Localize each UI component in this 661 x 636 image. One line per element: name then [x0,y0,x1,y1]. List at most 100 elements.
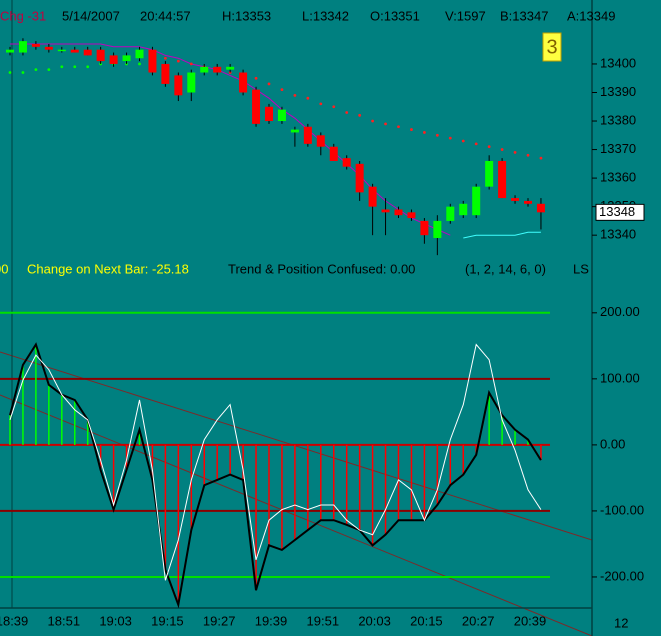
overlay-dot [526,153,530,157]
x-tick-label: 19:27 [203,613,236,628]
candle-body [368,186,377,207]
candle-body [485,160,494,187]
candle-body [446,206,455,221]
y-tick-label: 13340 [600,227,636,242]
indicator-text: Trend & Position Confused: 0.00 [228,261,415,276]
overlay-dot [267,82,271,86]
candle-body [239,72,248,93]
candle-body [31,43,40,47]
overlay-dot [435,133,439,137]
overlay-dot [306,96,310,100]
candle-body [498,160,507,199]
candle-body [187,72,196,93]
overlay-dot [448,136,452,140]
header-text: B:13347 [500,8,548,23]
plot-area [6,38,545,256]
candle-body [83,49,92,56]
indicator-text: (1, 2, 14, 6, 0) [465,261,546,276]
overlay-dot [539,156,543,160]
overlay-dot [487,145,491,149]
indicator-text: Change on Next Bar: -25.18 [27,261,189,276]
series-line [10,43,451,236]
overlay-dot [8,71,12,74]
header-text: 5/14/2007 [62,8,120,23]
candle-body [511,198,520,201]
overlay-dot [474,142,478,146]
candle-body [277,109,286,122]
badge-box [542,32,562,62]
y-tick-label: 100.00 [600,370,640,385]
candle-body [213,66,222,73]
overlay-dot [345,111,349,114]
header-text: Chg -31 [0,8,46,23]
overlay-dot [280,88,284,92]
candle-body [70,49,79,53]
overlay-dot [410,128,413,131]
overlay-dot [319,102,323,106]
candle-body [265,106,273,122]
candle-body [44,46,53,50]
candle-body [174,75,183,96]
overlay-dot [384,122,387,126]
last-price-label: 13348 [599,204,635,219]
candle-body [18,41,27,53]
candle-body [381,209,390,213]
overlay-dot [21,71,25,74]
candle-body [109,55,118,64]
candle-body [316,135,325,147]
y-tick-label: 13380 [600,112,636,127]
overlay-dot [397,125,400,129]
header-text: V:1597 [445,8,486,23]
header-text: L:13342 [302,8,349,23]
candle-body [355,163,364,193]
last-price-box [595,203,645,221]
overlay-dot [138,62,141,66]
overlay-dot [371,119,374,123]
x-tick-label: 18:39 [0,613,28,628]
candle-body [148,49,157,73]
overlay-dot [176,59,180,63]
indicator-text: 00 [0,261,8,276]
series-line [9,342,542,608]
overlay-dot [86,65,90,69]
candle-body [536,203,545,213]
y-tick-label: 13400 [600,55,636,70]
candle-body [290,129,299,133]
x-tick-label: 19:51 [307,613,340,628]
x-tick-label: 19:39 [255,613,288,628]
candle-body [135,49,144,59]
overlay-dot [34,68,38,72]
candle-body [342,158,351,167]
y-tick-label: 13370 [600,141,636,156]
candle-body [407,212,416,219]
y-tick-label: 200.00 [600,304,640,319]
x-tick-label: 18:51 [48,613,81,628]
candle-body [96,49,105,62]
trend-line [0,394,593,636]
overlay-dot [500,148,504,151]
candle-body [433,220,442,239]
candle-body [252,89,261,124]
candle-body [459,203,468,216]
candle-body [524,200,532,204]
header-text: 20:44:57 [140,8,191,23]
overlay-dot [513,151,517,154]
x-tick-label: 19:15 [151,613,184,628]
x-tick-label: 20:39 [514,613,547,628]
overlay-dot [47,68,51,72]
corner-label: 12 [614,615,628,630]
x-tick-label: 19:03 [99,613,132,628]
y-tick-label: 0.00 [600,436,625,451]
plot-area [0,311,550,608]
candle-body [329,146,338,161]
header-text: O:13351 [370,8,420,23]
candle-body [161,63,170,84]
series-line [9,343,542,581]
overlay-dot [461,139,465,143]
candle-body [394,209,403,216]
candle-body [122,55,131,62]
overlay-dot [189,62,193,66]
header-text: A:13349 [567,8,615,23]
overlay-dot [254,76,258,80]
